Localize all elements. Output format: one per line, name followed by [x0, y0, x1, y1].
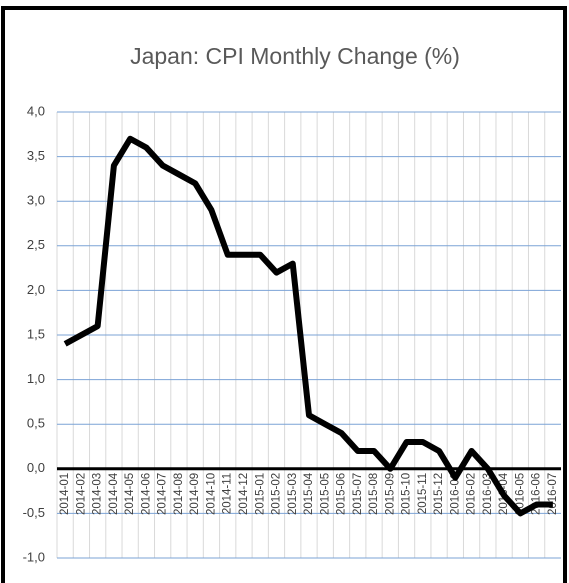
x-tick-label: 2016-05 — [514, 473, 526, 515]
x-tick-label: 2014-09 — [189, 473, 201, 515]
x-tick-label: 2014-06 — [140, 473, 152, 515]
x-tick-label: 2015-05 — [319, 473, 331, 515]
x-tick-label: 2014-08 — [173, 473, 185, 515]
y-tick-label: 2,0 — [27, 282, 45, 297]
x-tick-label: 2014-02 — [75, 473, 87, 515]
y-tick-label: -1,0 — [23, 549, 45, 564]
y-tick-label: -0,5 — [23, 505, 45, 520]
y-tick-label: 0,5 — [27, 416, 45, 431]
x-tick-label: 2014-03 — [92, 473, 104, 515]
x-tick-label: 2014-12 — [238, 473, 250, 515]
x-tick-label: 2014-07 — [157, 473, 169, 515]
y-tick-label: 0,0 — [27, 460, 45, 475]
x-tick-label: 2016-02 — [466, 473, 478, 515]
x-tick-label: 2015-02 — [271, 473, 283, 515]
x-tick-label: 2015-07 — [352, 473, 364, 515]
x-tick-label: 2015-06 — [336, 473, 348, 515]
line-series — [63, 135, 553, 517]
x-tick-label: 2014-04 — [108, 472, 120, 515]
x-tick-label: 2016-01 — [449, 473, 461, 515]
x-tick-label: 2015-09 — [384, 473, 396, 515]
y-tick-label: 1,5 — [27, 326, 45, 341]
x-tick-label: 2014-11 — [222, 473, 234, 514]
x-tick-label: 2015-08 — [368, 473, 380, 515]
x-tick-label: 2015-12 — [433, 473, 445, 515]
x-tick-label: 2016-07 — [547, 473, 559, 515]
chart-title: Japan: CPI Monthly Change (%) — [130, 43, 460, 69]
y-tick-label: 4,0 — [27, 103, 45, 118]
x-tick-label: 2016-03 — [482, 473, 494, 515]
y-tick-label: 1,0 — [27, 371, 45, 386]
x-tick-label: 2015-10 — [401, 473, 413, 515]
x-tick-label: 2015-04 — [303, 472, 315, 515]
x-tick-label: 2014-01 — [59, 473, 71, 515]
x-tick-label: 2015-11 — [417, 473, 429, 514]
y-tick-label: 3,0 — [27, 193, 45, 208]
x-tick-label: 2014-10 — [205, 473, 217, 515]
y-tick-label: 3,5 — [27, 148, 45, 163]
x-tick-label: 2015-03 — [287, 473, 299, 515]
y-tick-label: 2,5 — [27, 237, 45, 252]
x-tick-label: 2015-01 — [254, 473, 266, 515]
chart-border — [1, 6, 567, 583]
x-tick-label: 2014-05 — [124, 473, 136, 515]
